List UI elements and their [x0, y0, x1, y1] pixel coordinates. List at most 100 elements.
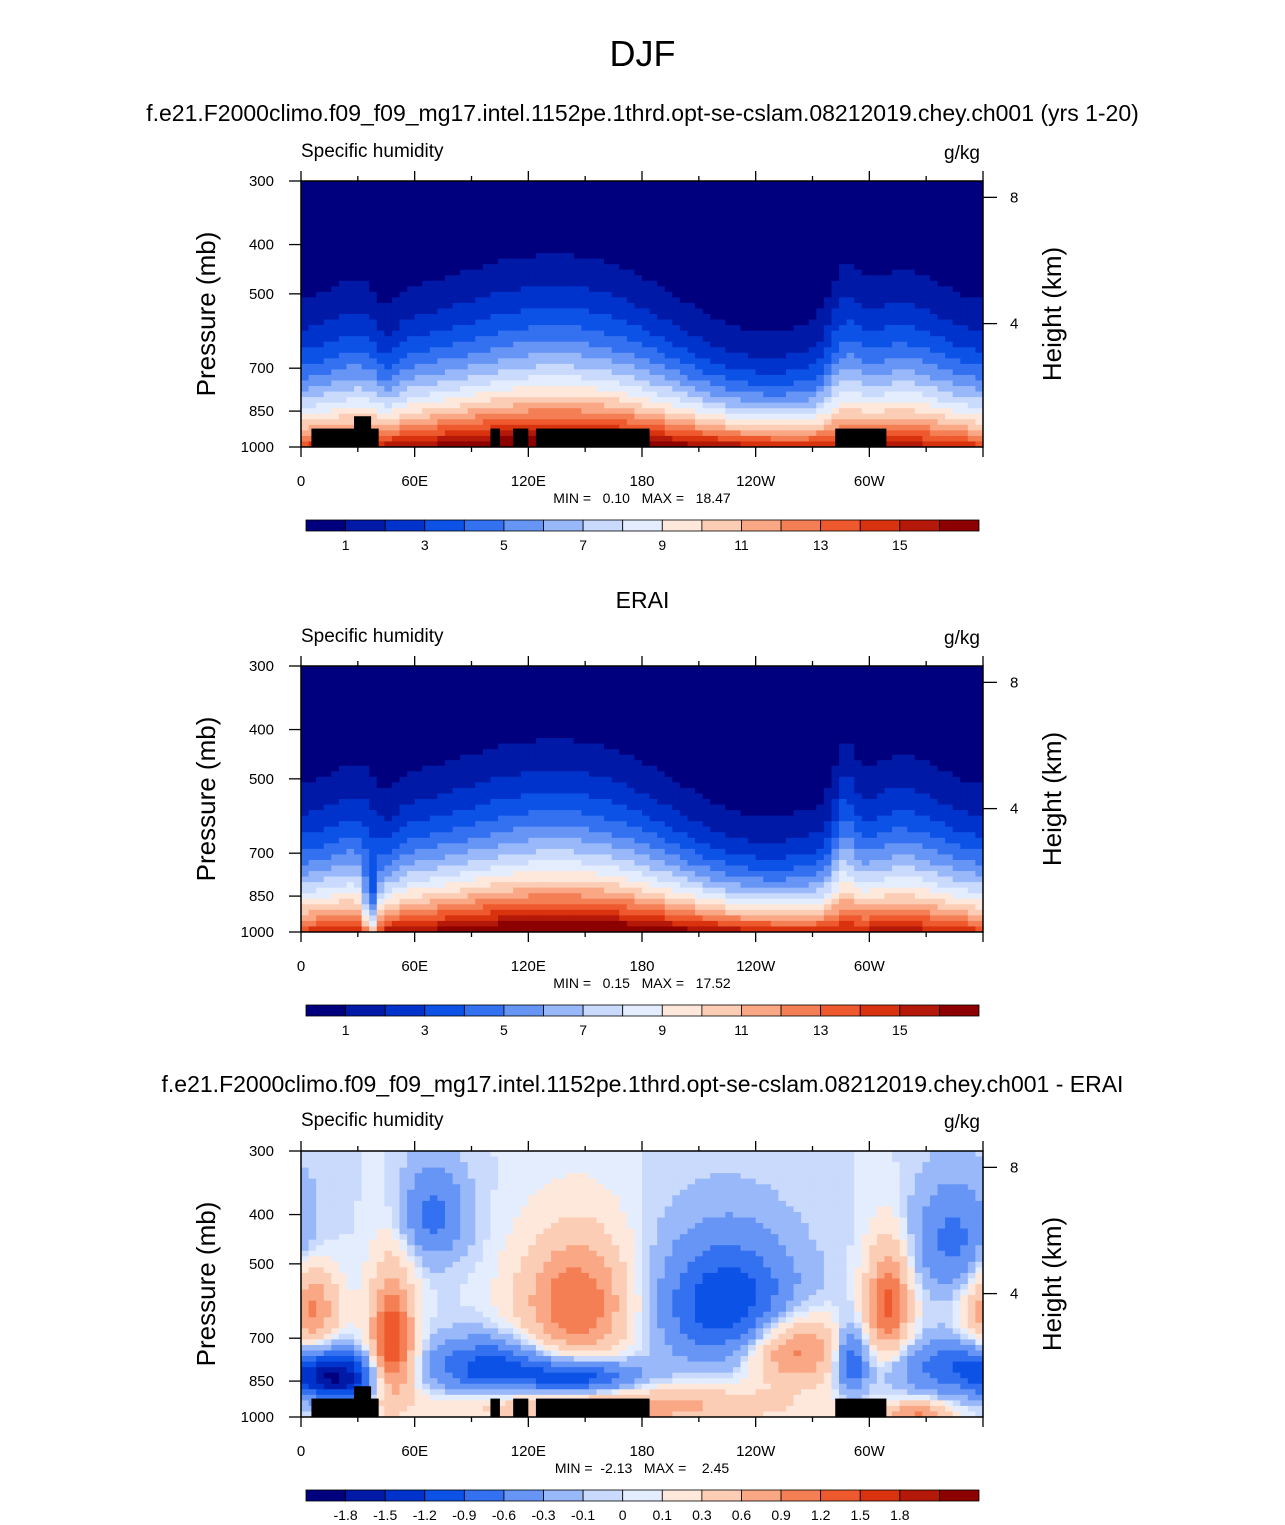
field-cell — [369, 402, 378, 409]
field-cell — [573, 286, 582, 293]
field-cell — [566, 247, 575, 254]
field-cell — [763, 435, 772, 443]
field-cell — [361, 386, 370, 393]
field-cell — [679, 297, 689, 304]
field-cell — [429, 225, 438, 232]
field-cell — [528, 341, 537, 348]
field-cell — [763, 181, 772, 188]
field-cell — [429, 208, 438, 215]
field-cell — [543, 677, 552, 684]
field-cell — [869, 214, 878, 221]
field-cell — [429, 666, 438, 673]
field-cell — [657, 247, 666, 254]
field-cell — [748, 693, 757, 700]
field-cell — [308, 374, 317, 382]
field-cell — [854, 181, 863, 188]
field-cell — [710, 693, 719, 700]
field-cell — [626, 286, 636, 293]
field-cell — [535, 286, 545, 293]
field-cell — [551, 374, 560, 382]
field-cell — [490, 352, 499, 359]
field-cell — [657, 197, 666, 204]
field-cell — [679, 253, 689, 260]
field-cell — [778, 408, 787, 415]
field-cell — [672, 369, 681, 376]
field-cell — [414, 408, 423, 415]
field-cell — [543, 402, 552, 409]
field-cell — [399, 386, 408, 393]
field-cell — [490, 347, 499, 354]
field-cell — [854, 397, 863, 404]
field-cell — [679, 203, 689, 210]
field-cell — [437, 225, 446, 232]
field-cell — [876, 325, 886, 332]
field-cell — [346, 408, 355, 415]
field-cell — [937, 258, 946, 265]
field-cell — [316, 269, 325, 276]
field-cell — [945, 208, 954, 215]
field-cell — [316, 192, 325, 199]
field-cell — [422, 441, 431, 447]
field-cell — [611, 699, 620, 706]
field-cell — [323, 677, 332, 684]
field-cell — [717, 688, 726, 695]
field-cell — [695, 386, 704, 393]
field-cell — [588, 402, 598, 409]
field-cell — [407, 236, 416, 243]
field-cell — [316, 280, 325, 287]
field-cell — [854, 225, 863, 232]
y-right-tick-label: 8 — [1010, 189, 1018, 206]
field-cell — [460, 402, 469, 409]
field-cell — [899, 682, 908, 689]
field-cell — [399, 671, 408, 678]
field-cell — [619, 397, 628, 404]
field-cell — [642, 424, 651, 431]
field-cell — [528, 369, 537, 376]
field-cell — [588, 408, 598, 415]
field-cell — [914, 441, 923, 447]
field-cell — [914, 253, 923, 260]
field-cell — [710, 302, 719, 310]
field-cell — [816, 699, 825, 706]
field-cell — [475, 397, 484, 404]
field-cell — [558, 264, 567, 271]
field-cell — [649, 275, 658, 282]
field-cell — [748, 336, 757, 343]
field-cell — [876, 280, 886, 287]
field-cell — [588, 208, 598, 215]
field-cell — [937, 682, 946, 689]
field-cell — [945, 269, 954, 276]
field-cell — [520, 352, 529, 359]
field-cell — [937, 264, 946, 271]
field-cell — [770, 380, 779, 387]
terrain-mask — [490, 428, 500, 447]
field-cell — [808, 225, 817, 232]
field-cell — [740, 413, 749, 420]
field-cell — [634, 280, 643, 287]
field-cell — [520, 369, 529, 376]
field-cell — [914, 413, 923, 420]
field-cell — [748, 424, 757, 431]
field-cell — [422, 186, 431, 193]
field-cell — [316, 402, 325, 409]
field-cell — [725, 419, 734, 426]
field-cell — [778, 241, 787, 249]
field-cell — [748, 247, 757, 254]
field-cell — [407, 386, 416, 393]
field-cell — [861, 358, 870, 365]
field-cell — [566, 297, 575, 304]
field-cell — [399, 369, 408, 376]
field-cell — [399, 319, 408, 326]
field-cell — [361, 219, 370, 226]
field-cell — [960, 380, 969, 387]
field-cell — [376, 219, 385, 226]
field-cell — [884, 297, 893, 304]
field-cell — [664, 297, 673, 304]
field-cell — [808, 419, 817, 426]
field-cell — [672, 693, 681, 700]
field-cell — [793, 297, 802, 304]
field-cell — [475, 269, 484, 276]
field-cell — [604, 302, 613, 310]
field-cell — [301, 241, 310, 249]
field-cell — [710, 258, 719, 265]
